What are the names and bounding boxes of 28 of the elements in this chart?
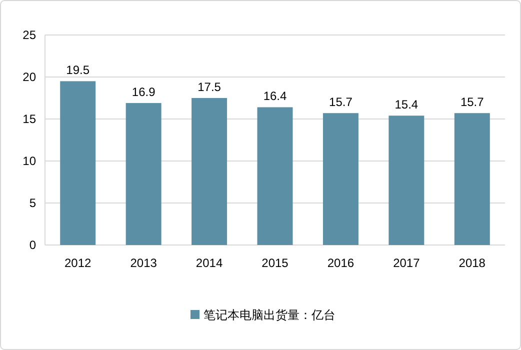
bar xyxy=(126,103,162,245)
data-label: 15.7 xyxy=(329,95,353,110)
x-tick-label: 2015 xyxy=(262,256,289,270)
y-tick-label: 10 xyxy=(22,154,36,168)
y-tick-label: 20 xyxy=(22,70,36,84)
x-tick-label: 2018 xyxy=(458,256,486,270)
x-tick-label: 2016 xyxy=(327,256,354,270)
x-tick-label: 2014 xyxy=(196,256,223,270)
bar xyxy=(322,113,358,245)
y-tick-label: 15 xyxy=(22,112,36,126)
data-label: 15.4 xyxy=(394,98,418,112)
data-label: 16.9 xyxy=(132,85,156,100)
bar xyxy=(257,107,293,245)
data-label: 16.4 xyxy=(263,89,287,104)
bar xyxy=(388,116,424,245)
bar xyxy=(454,113,490,245)
bar xyxy=(60,81,96,245)
data-label: 19.5 xyxy=(66,63,90,78)
x-tick-label: 2013 xyxy=(130,256,158,270)
y-tick-label: 5 xyxy=(29,196,36,210)
y-tick-label: 0 xyxy=(29,238,36,252)
bar xyxy=(192,98,228,245)
data-label: 17.5 xyxy=(198,80,222,94)
y-tick-label: 25 xyxy=(22,28,36,42)
data-label: 15.7 xyxy=(460,95,484,110)
x-tick-label: 2017 xyxy=(393,256,420,270)
x-tick-label: 2012 xyxy=(64,256,92,270)
legend-label: 笔记本电脑出货量：亿台 xyxy=(204,308,336,322)
